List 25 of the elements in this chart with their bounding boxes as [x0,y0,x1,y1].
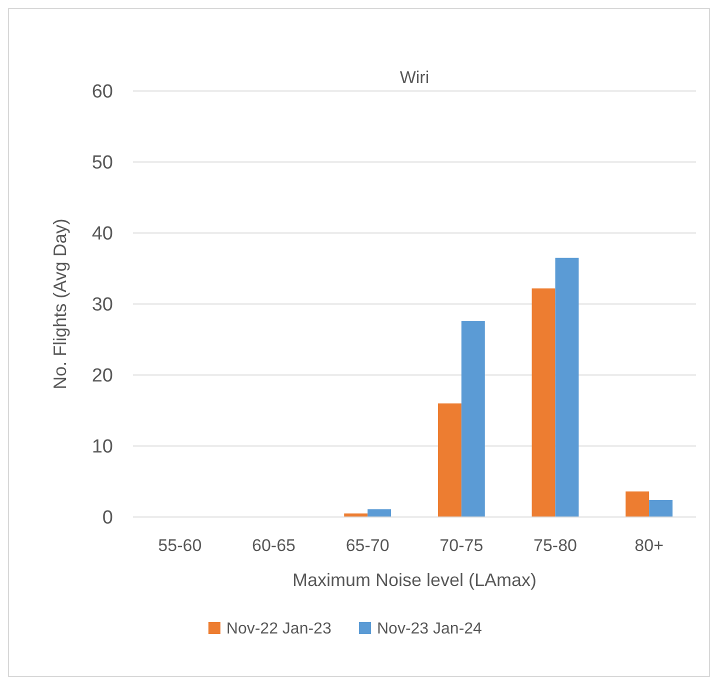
bar [555,258,579,517]
x-tick-label: 60-65 [252,536,296,555]
bar [532,288,556,517]
y-tick-label: 10 [92,436,113,458]
y-tick-label: 60 [92,82,113,103]
chart-title: Wiri [400,68,430,87]
y-tick-label: 0 [102,508,113,529]
x-tick-label: 55-60 [158,536,202,555]
y-tick-label: 40 [92,224,113,245]
y-axis-title: No. Flights (Avg Day) [50,218,70,390]
y-tick-label: 20 [92,366,113,387]
bar [368,509,392,517]
legend-label: Nov-23 Jan-24 [377,620,482,638]
y-tick-label: 50 [92,152,113,174]
x-tick-label: 70-75 [440,536,484,555]
bar [626,491,650,517]
bar [649,500,673,517]
x-tick-label: 65-70 [346,536,390,555]
x-tick-label: 80+ [634,536,664,555]
legend-label: Nov-22 Jan-23 [226,620,332,638]
y-tick-label: 30 [92,294,113,316]
bar [438,403,462,517]
bar [461,321,485,517]
x-axis-title: Maximum Noise level (LAmax) [292,570,537,590]
x-tick-label: 75-80 [534,536,577,555]
